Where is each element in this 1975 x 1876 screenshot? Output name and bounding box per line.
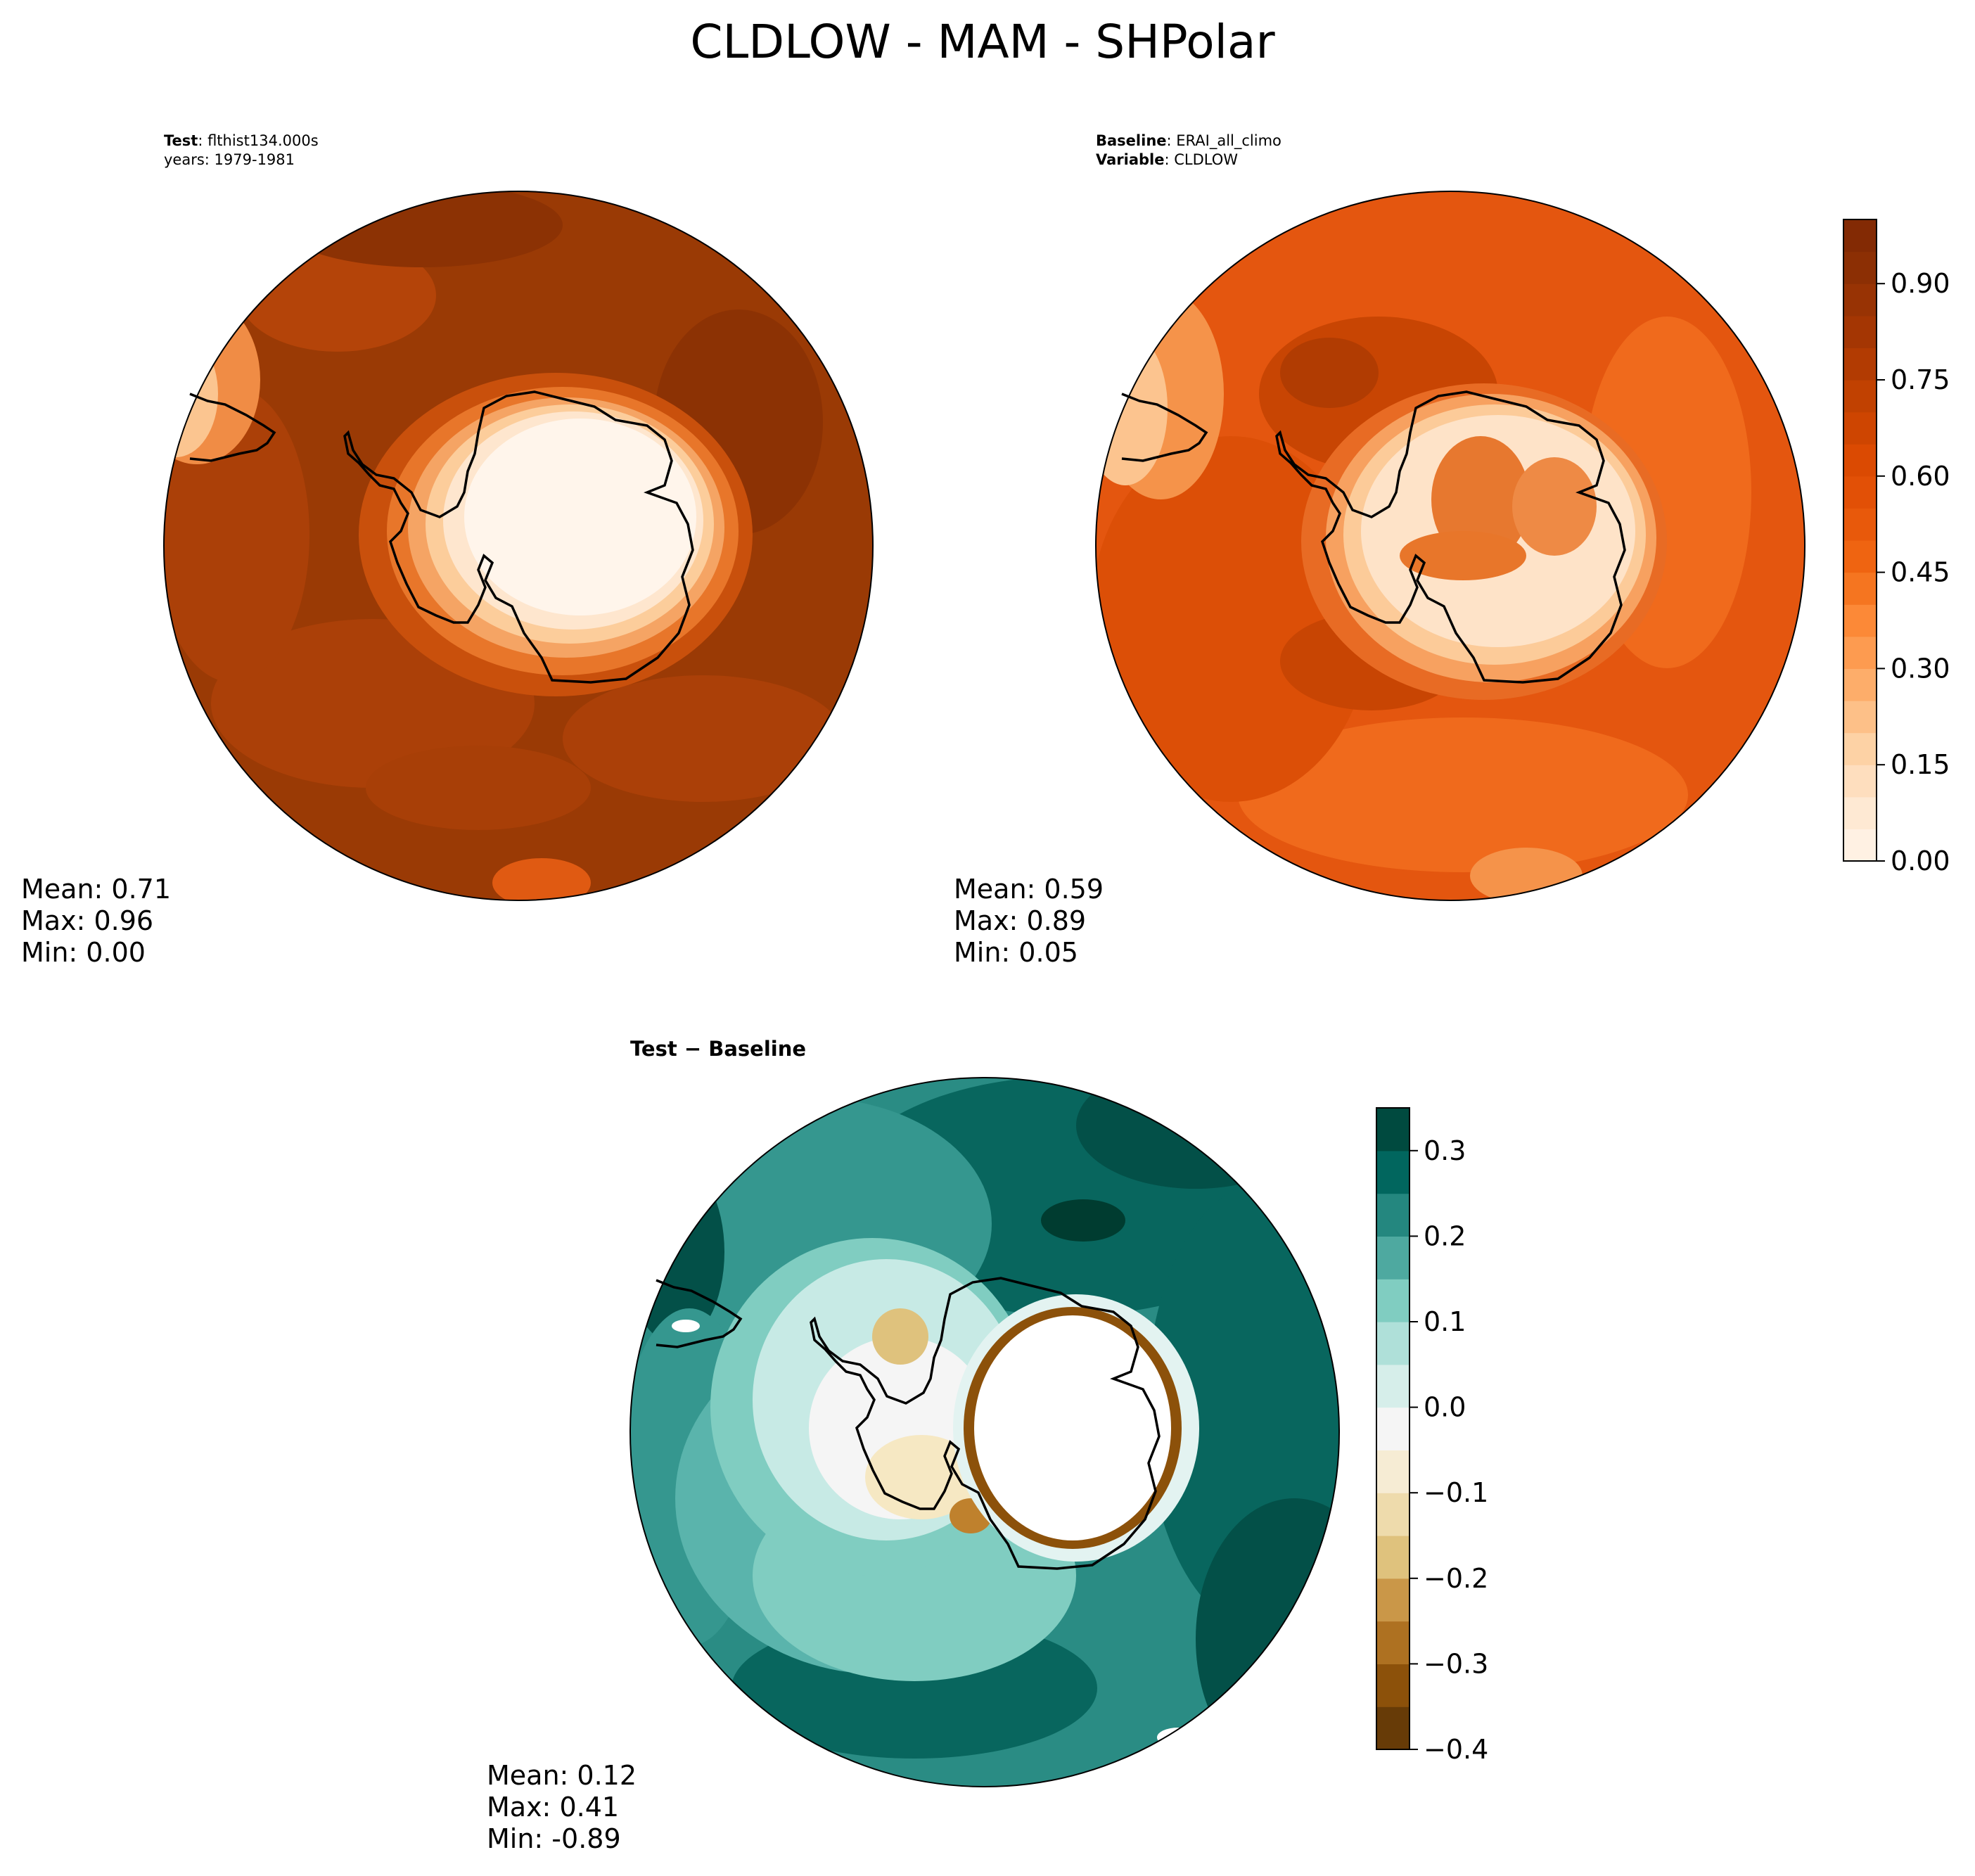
colorbar-top-swatch [1843, 765, 1877, 798]
test-map [164, 191, 873, 900]
diff-stat-mean: Mean: 0.12 [487, 1760, 637, 1791]
baseline-variable-value: : CLDLOW [1164, 151, 1238, 168]
colorbar-top-swatch [1843, 347, 1877, 381]
colorbar-top-swatch [1843, 668, 1877, 701]
colorbar-top-swatch [1843, 411, 1877, 445]
baseline-variable-key: Variable [1096, 151, 1164, 168]
baseline-stats: Mean: 0.59 Max: 0.89 Min: 0.05 [954, 874, 1104, 968]
baseline-stat-max: Max: 0.89 [954, 905, 1086, 936]
colorbar-top-swatch [1843, 796, 1877, 829]
colorbar-top-swatch [1843, 444, 1877, 477]
colorbar-top: 0.00 0.15 0.30 0.45 0.60 0.75 0.90 [1843, 219, 1950, 876]
colorbar-top-swatch [1843, 251, 1877, 284]
diff-coastline-samerica [656, 1279, 743, 1348]
diff-map [630, 1078, 1339, 1787]
colorbar-bottom-swatch [1376, 1407, 1410, 1450]
baseline-map-border [1095, 191, 1805, 901]
colorbar-top-tick-label: 0.00 [1891, 846, 1950, 876]
colorbar-top-tick-label: 0.30 [1891, 653, 1950, 684]
colorbar-top-ticks: 0.00 0.15 0.30 0.45 0.60 0.75 0.90 [1877, 268, 1950, 876]
baseline-label-key: Baseline [1096, 132, 1167, 149]
colorbar-bottom-swatch [1376, 1322, 1410, 1365]
colorbar-top-tick-label: 0.15 [1891, 749, 1950, 780]
colorbar-top-swatches [1843, 219, 1877, 862]
colorbar-bottom-swatch [1376, 1236, 1410, 1280]
colorbar-bottom-swatch [1376, 1706, 1410, 1750]
colorbar-bottom-tick-label: 0.1 [1424, 1306, 1466, 1337]
colorbar-bottom-frame [1376, 1107, 1410, 1750]
colorbar-bottom-ticks: −0.4 −0.3 −0.2 −0.1 0.0 0.1 0.2 0.3 [1410, 1135, 1488, 1765]
baseline-coastline-samerica [1121, 393, 1208, 462]
colorbar-top-swatch [1843, 540, 1877, 573]
colorbar-top-swatch [1843, 508, 1877, 541]
colorbar-bottom-tick-label: 0.3 [1424, 1135, 1466, 1166]
colorbar-top-tick-label: 0.45 [1891, 557, 1950, 588]
colorbar-top-swatch [1843, 476, 1877, 509]
colorbar-bottom-swatch [1376, 1578, 1410, 1622]
colorbar-bottom-swatch [1376, 1621, 1410, 1664]
diff-label: Test − Baseline [630, 1037, 806, 1061]
colorbar-bottom: −0.4 −0.3 −0.2 −0.1 0.0 0.1 0.2 0.3 [1376, 1107, 1488, 1765]
colorbar-top-swatch [1843, 315, 1877, 348]
colorbar-top-swatch [1843, 219, 1877, 253]
baseline-panel: Baseline: ERAI_all_climo Variable: CLDLO… [954, 132, 1805, 968]
colorbar-bottom-tick-label: −0.1 [1424, 1477, 1488, 1508]
baseline-label-value: : ERAI_all_climo [1167, 132, 1281, 150]
test-coastline [343, 390, 694, 684]
baseline-variable: Variable: CLDLOW [1096, 151, 1238, 168]
test-map-border [163, 191, 874, 901]
baseline-stat-min: Min: 0.05 [954, 937, 1078, 968]
colorbar-top-swatch [1843, 380, 1877, 413]
colorbar-bottom-tick-label: −0.4 [1424, 1734, 1488, 1765]
colorbar-bottom-swatch [1376, 1450, 1410, 1493]
colorbar-bottom-swatch [1376, 1536, 1410, 1579]
baseline-label: Baseline: ERAI_all_climo [1096, 132, 1281, 150]
test-stat-min: Min: 0.00 [21, 937, 146, 968]
colorbar-top-swatch [1843, 283, 1877, 317]
test-stat-max: Max: 0.96 [21, 905, 153, 936]
test-label: Test: flthist134.000s [164, 132, 319, 149]
colorbar-top-swatch [1843, 604, 1877, 637]
colorbar-top-frame [1843, 219, 1877, 862]
figure-title: CLDLOW - MAM - SHPolar [690, 15, 1275, 69]
colorbar-bottom-tick-label: −0.3 [1424, 1648, 1488, 1679]
baseline-coastline [1275, 390, 1626, 684]
diff-coastline [810, 1277, 1161, 1570]
test-label-value: : flthist134.000s [198, 132, 318, 149]
colorbar-top-tick-label: 0.60 [1891, 461, 1950, 492]
test-panel: Test: flthist134.000s years: 1979-1981 [21, 132, 874, 968]
colorbar-bottom-swatch [1376, 1279, 1410, 1322]
diff-map-border [629, 1077, 1340, 1787]
diff-panel: Test − Baseline [487, 1037, 1340, 1854]
colorbar-top-swatch [1843, 636, 1877, 669]
colorbar-top-tick-label: 0.90 [1891, 268, 1950, 299]
colorbar-top-swatch [1843, 701, 1877, 734]
colorbar-bottom-swatch [1376, 1364, 1410, 1408]
test-stats: Mean: 0.71 Max: 0.96 Min: 0.00 [21, 874, 171, 968]
colorbar-bottom-swatch [1376, 1493, 1410, 1536]
colorbar-bottom-tick-label: 0.0 [1424, 1392, 1466, 1423]
test-years: years: 1979-1981 [164, 151, 295, 168]
baseline-stat-mean: Mean: 0.59 [954, 874, 1104, 905]
colorbar-bottom-swatches [1376, 1108, 1410, 1750]
colorbar-bottom-swatch [1376, 1193, 1410, 1237]
test-coastline-samerica [189, 393, 276, 462]
diff-stat-min: Min: -0.89 [487, 1823, 621, 1854]
colorbar-top-tick-label: 0.75 [1891, 364, 1950, 395]
colorbar-top-swatch [1843, 572, 1877, 605]
colorbar-top-swatch [1843, 829, 1877, 862]
test-label-key: Test [164, 132, 198, 149]
test-stat-mean: Mean: 0.71 [21, 874, 171, 905]
colorbar-bottom-swatch [1376, 1150, 1410, 1194]
diff-stat-max: Max: 0.41 [487, 1792, 619, 1823]
diff-stats: Mean: 0.12 Max: 0.41 Min: -0.89 [487, 1760, 637, 1854]
colorbar-bottom-tick-label: −0.2 [1424, 1563, 1488, 1594]
baseline-map [1096, 191, 1805, 900]
colorbar-top-swatch [1843, 732, 1877, 765]
colorbar-bottom-swatch [1376, 1664, 1410, 1707]
colorbar-bottom-tick-label: 0.2 [1424, 1220, 1466, 1251]
colorbar-bottom-swatch [1376, 1108, 1410, 1151]
